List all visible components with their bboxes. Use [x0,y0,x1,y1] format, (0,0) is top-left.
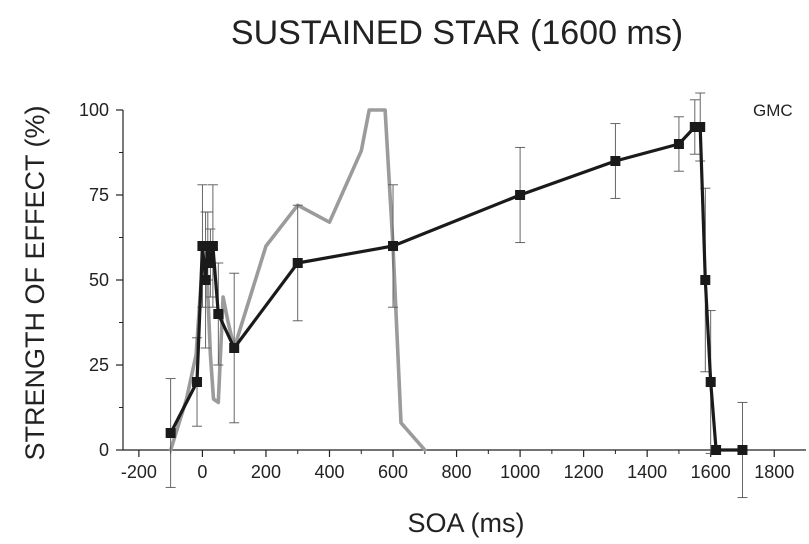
y-tick-label: 100 [79,100,109,120]
data-point [711,445,722,455]
y-axis-title: STRENGTH OF EFFECT (%) [20,106,50,461]
annotation-label: GMC [753,101,793,120]
series-layer [165,92,748,499]
data-point [200,275,211,285]
data-point [705,377,716,387]
data-point [229,343,240,353]
series-line [169,125,745,452]
data-point [202,241,213,251]
x-tick-label: 1400 [627,462,667,482]
data-point [610,156,621,166]
data-point [165,428,176,438]
data-point [737,445,748,455]
y-tick-label: 25 [89,355,109,375]
data-point [689,122,700,132]
x-tick-label: 1800 [754,462,794,482]
data-point [515,190,526,200]
chart-title: SUSTAINED STAR (1600 ms) [231,14,683,52]
series-2 [165,92,748,499]
x-tick-label: 600 [378,462,408,482]
data-point [197,241,208,251]
x-tick-label: 1600 [691,462,731,482]
data-point [700,275,711,285]
x-tick-label: 800 [442,462,472,482]
x-axis-title: SOA (ms) [407,508,524,538]
data-point [192,377,203,387]
data-point [292,258,303,268]
data-point [695,122,706,132]
y-tick-label: 50 [89,270,109,290]
x-tick-label: 200 [251,462,281,482]
x-tick-label: 1000 [500,462,540,482]
data-point [213,309,224,319]
data-point [388,241,399,251]
data-point [207,241,218,251]
axes: -200 0 200 400 600 800 1000 1200 1400 1600 1800 0 25… [79,100,806,482]
x-tick-label: 1200 [564,462,604,482]
data-point [673,139,684,149]
y-tick-label: 75 [89,185,109,205]
x-tick-label: -200 [121,462,157,482]
x-tick-label: 0 [197,462,207,482]
data-point [205,258,216,268]
x-tick-label: 400 [314,462,344,482]
y-tick-label: 0 [99,440,109,460]
